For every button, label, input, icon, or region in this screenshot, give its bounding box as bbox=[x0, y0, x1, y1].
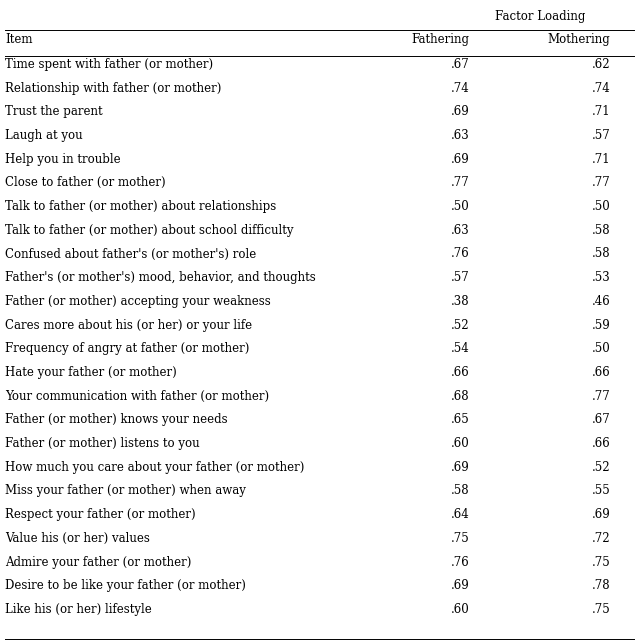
Text: .55: .55 bbox=[592, 484, 610, 497]
Text: .66: .66 bbox=[592, 366, 610, 379]
Text: .72: .72 bbox=[592, 532, 610, 545]
Text: .75: .75 bbox=[592, 556, 610, 569]
Text: Talk to father (or mother) about relationships: Talk to father (or mother) about relatio… bbox=[5, 200, 276, 213]
Text: Fathering: Fathering bbox=[412, 33, 470, 46]
Text: .64: .64 bbox=[451, 508, 470, 521]
Text: .71: .71 bbox=[592, 106, 610, 118]
Text: .58: .58 bbox=[592, 224, 610, 237]
Text: Item: Item bbox=[5, 33, 33, 46]
Text: .38: .38 bbox=[451, 295, 470, 308]
Text: Father (or mother) knows your needs: Father (or mother) knows your needs bbox=[5, 413, 227, 426]
Text: .66: .66 bbox=[592, 437, 610, 450]
Text: .54: .54 bbox=[451, 343, 470, 355]
Text: .57: .57 bbox=[592, 129, 610, 142]
Text: .67: .67 bbox=[592, 413, 610, 426]
Text: .53: .53 bbox=[592, 271, 610, 284]
Text: Desire to be like your father (or mother): Desire to be like your father (or mother… bbox=[5, 580, 246, 592]
Text: Mothering: Mothering bbox=[548, 33, 610, 46]
Text: .68: .68 bbox=[451, 390, 470, 402]
Text: .77: .77 bbox=[451, 176, 470, 189]
Text: .58: .58 bbox=[451, 484, 470, 497]
Text: .50: .50 bbox=[451, 200, 470, 213]
Text: .69: .69 bbox=[451, 106, 470, 118]
Text: Admire your father (or mother): Admire your father (or mother) bbox=[5, 556, 192, 569]
Text: Miss your father (or mother) when away: Miss your father (or mother) when away bbox=[5, 484, 246, 497]
Text: Help you in trouble: Help you in trouble bbox=[5, 153, 121, 166]
Text: .67: .67 bbox=[451, 58, 470, 71]
Text: .75: .75 bbox=[451, 532, 470, 545]
Text: Father (or mother) accepting your weakness: Father (or mother) accepting your weakne… bbox=[5, 295, 271, 308]
Text: .77: .77 bbox=[592, 390, 610, 402]
Text: .63: .63 bbox=[451, 129, 470, 142]
Text: .69: .69 bbox=[592, 508, 610, 521]
Text: .77: .77 bbox=[592, 176, 610, 189]
Text: Laugh at you: Laugh at you bbox=[5, 129, 82, 142]
Text: .50: .50 bbox=[592, 200, 610, 213]
Text: .78: .78 bbox=[592, 580, 610, 592]
Text: .58: .58 bbox=[592, 247, 610, 260]
Text: .76: .76 bbox=[451, 247, 470, 260]
Text: .52: .52 bbox=[451, 319, 470, 332]
Text: .60: .60 bbox=[451, 603, 470, 616]
Text: Respect your father (or mother): Respect your father (or mother) bbox=[5, 508, 196, 521]
Text: .59: .59 bbox=[592, 319, 610, 332]
Text: .52: .52 bbox=[592, 461, 610, 474]
Text: Confused about father's (or mother's) role: Confused about father's (or mother's) ro… bbox=[5, 247, 256, 260]
Text: .66: .66 bbox=[451, 366, 470, 379]
Text: .75: .75 bbox=[592, 603, 610, 616]
Text: .65: .65 bbox=[451, 413, 470, 426]
Text: .71: .71 bbox=[592, 153, 610, 166]
Text: .62: .62 bbox=[592, 58, 610, 71]
Text: .63: .63 bbox=[451, 224, 470, 237]
Text: .69: .69 bbox=[451, 153, 470, 166]
Text: Close to father (or mother): Close to father (or mother) bbox=[5, 176, 166, 189]
Text: Relationship with father (or mother): Relationship with father (or mother) bbox=[5, 82, 222, 95]
Text: Your communication with father (or mother): Your communication with father (or mothe… bbox=[5, 390, 269, 402]
Text: Talk to father (or mother) about school difficulty: Talk to father (or mother) about school … bbox=[5, 224, 293, 237]
Text: .60: .60 bbox=[451, 437, 470, 450]
Text: Time spent with father (or mother): Time spent with father (or mother) bbox=[5, 58, 213, 71]
Text: Cares more about his (or her) or your life: Cares more about his (or her) or your li… bbox=[5, 319, 252, 332]
Text: How much you care about your father (or mother): How much you care about your father (or … bbox=[5, 461, 305, 474]
Text: Like his (or her) lifestyle: Like his (or her) lifestyle bbox=[5, 603, 152, 616]
Text: Value his (or her) values: Value his (or her) values bbox=[5, 532, 150, 545]
Text: .57: .57 bbox=[451, 271, 470, 284]
Text: .74: .74 bbox=[592, 82, 610, 95]
Text: .76: .76 bbox=[451, 556, 470, 569]
Text: .69: .69 bbox=[451, 461, 470, 474]
Text: .74: .74 bbox=[451, 82, 470, 95]
Text: Factor Loading: Factor Loading bbox=[495, 10, 585, 23]
Text: Frequency of angry at father (or mother): Frequency of angry at father (or mother) bbox=[5, 343, 249, 355]
Text: Hate your father (or mother): Hate your father (or mother) bbox=[5, 366, 177, 379]
Text: .50: .50 bbox=[592, 343, 610, 355]
Text: Father (or mother) listens to you: Father (or mother) listens to you bbox=[5, 437, 200, 450]
Text: .69: .69 bbox=[451, 580, 470, 592]
Text: Father's (or mother's) mood, behavior, and thoughts: Father's (or mother's) mood, behavior, a… bbox=[5, 271, 316, 284]
Text: .46: .46 bbox=[592, 295, 610, 308]
Text: Trust the parent: Trust the parent bbox=[5, 106, 103, 118]
